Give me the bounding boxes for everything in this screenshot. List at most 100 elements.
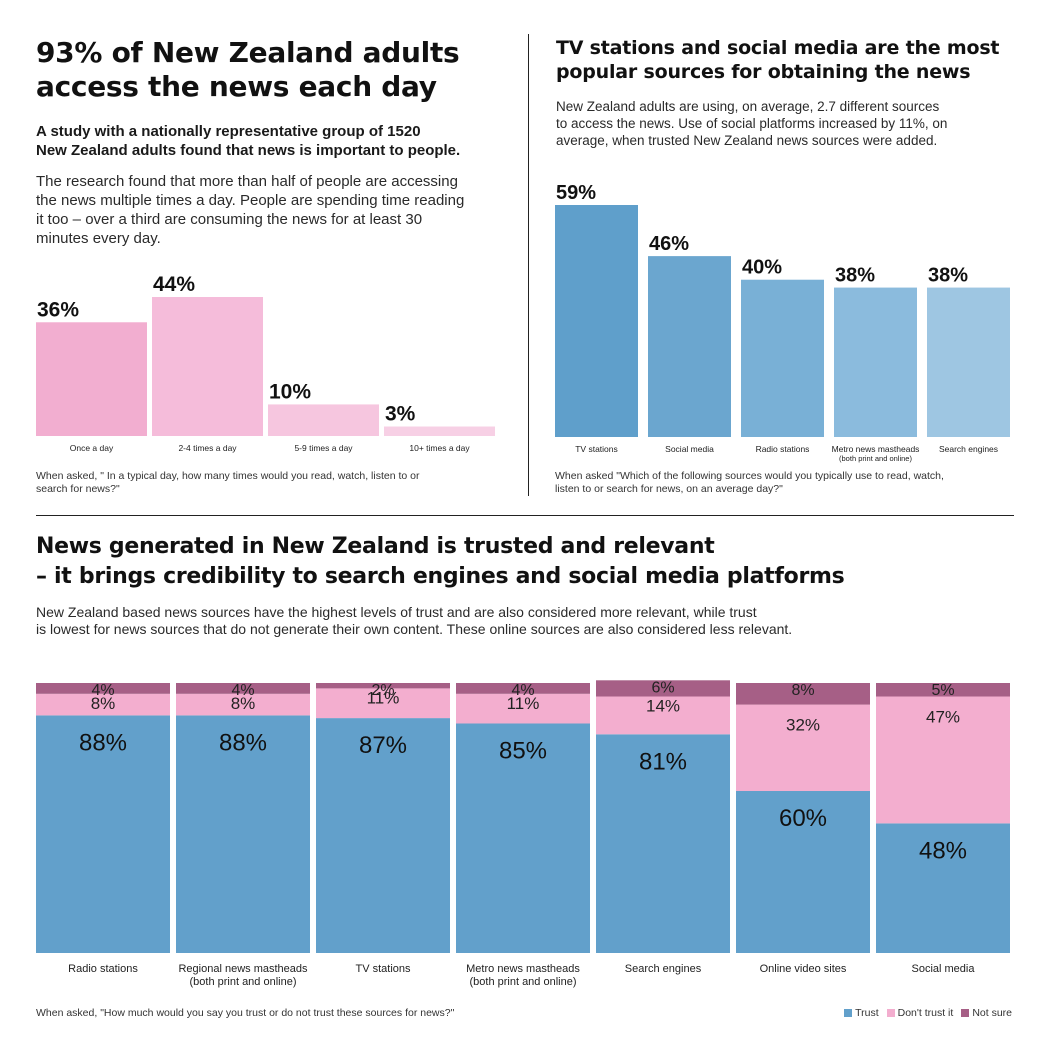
- trust-note: When asked, "How much would you say you …: [36, 1007, 455, 1019]
- sources-body-line2: to access the news. Use of social platfo…: [556, 116, 948, 131]
- sources-panel: TV stations and social media are the mos…: [556, 36, 1026, 149]
- segment-label: 4%: [231, 682, 254, 699]
- category-label: Metro news mastheads: [466, 963, 580, 975]
- segment-label: 88%: [79, 729, 127, 756]
- category-label: TV stations: [355, 963, 411, 975]
- data-label: 40%: [742, 257, 782, 279]
- legend-label-trust: Trust: [855, 1007, 879, 1019]
- stacked-bar-segment: [456, 723, 590, 953]
- stacked-bar-segment: [596, 680, 730, 697]
- sources-note-line1: When asked "Which of the following sourc…: [555, 470, 944, 482]
- legend-label-dont-trust: Don't trust it: [897, 1007, 954, 1019]
- frequency-body-line1: The research found that more than half o…: [36, 173, 458, 190]
- stacked-bar-segment: [876, 823, 1010, 953]
- trust-body-line2: is lowest for news sources that do not g…: [36, 621, 793, 637]
- data-label: 59%: [556, 182, 596, 204]
- stacked-bar-segment: [876, 683, 1010, 697]
- bar: [152, 297, 263, 436]
- category-label: Social media: [912, 963, 976, 975]
- data-label: 46%: [649, 233, 689, 255]
- sources-body: New Zealand adults are using, on average…: [556, 98, 1026, 149]
- segment-label: 87%: [359, 732, 407, 759]
- bar: [648, 256, 731, 437]
- stacked-bar-segment: [36, 715, 170, 953]
- stacked-bar-segment: [36, 683, 170, 694]
- stacked-bar-segment: [316, 683, 450, 689]
- frequency-body-line2: the news multiple times a day. People ar…: [36, 192, 465, 209]
- frequency-title-line2: access the news each day: [36, 70, 437, 103]
- segment-label: 8%: [91, 694, 116, 713]
- data-label: 36%: [37, 298, 79, 321]
- segment-label: 4%: [91, 682, 114, 699]
- stacked-bar-segment: [316, 718, 450, 953]
- segment-label: 4%: [511, 682, 534, 699]
- category-label: Radio stations: [756, 444, 810, 454]
- trust-title-line1: News generated in New Zealand is trusted…: [36, 534, 715, 559]
- frequency-lead-line2: New Zealand adults found that news is im…: [36, 142, 461, 159]
- sources-title-line2: popular sources for obtaining the news: [556, 61, 971, 83]
- data-label: 3%: [385, 403, 416, 426]
- category-label: Social media: [665, 444, 714, 454]
- bar: [384, 426, 495, 436]
- legend-item-dont-trust: Don't trust it: [886, 1007, 954, 1019]
- segment-label: 6%: [651, 679, 674, 696]
- bar: [268, 404, 379, 436]
- category-label: Regional news mastheads: [178, 963, 308, 975]
- frequency-title-line1: 93% of New Zealand adults: [36, 36, 460, 69]
- segment-label: 81%: [639, 748, 687, 775]
- stacked-bar-segment: [596, 734, 730, 953]
- legend-item-trust: Trust: [844, 1007, 879, 1019]
- frequency-body: The research found that more than half o…: [36, 172, 516, 248]
- segment-label: 8%: [791, 682, 814, 699]
- stacked-bar-segment: [736, 683, 870, 705]
- stacked-bar-segment: [456, 683, 590, 694]
- segment-label: 11%: [367, 688, 400, 707]
- data-label: 44%: [153, 273, 195, 296]
- legend-swatch-not-sure: [961, 1009, 970, 1017]
- frequency-note-line2: search for news?": [36, 483, 120, 495]
- bar: [741, 279, 824, 437]
- trust-title: News generated in New Zealand is trusted…: [36, 532, 1026, 592]
- frequency-lead: A study with a nationally representative…: [36, 122, 516, 160]
- sources-body-line1: New Zealand adults are using, on average…: [556, 99, 940, 114]
- category-label: Once a day: [70, 443, 114, 453]
- section-divider: [36, 515, 1014, 516]
- stacked-bar-segment: [596, 696, 730, 735]
- data-label: 38%: [928, 265, 968, 287]
- trust-panel: News generated in New Zealand is trusted…: [36, 532, 1026, 638]
- frequency-title: 93% of New Zealand adults access the new…: [36, 36, 516, 104]
- category-label: Radio stations: [68, 963, 138, 975]
- category-label: Metro news mastheads: [832, 444, 920, 454]
- segment-label: 60%: [779, 805, 827, 832]
- sources-title: TV stations and social media are the mos…: [556, 36, 1026, 84]
- category-label: 5-9 times a day: [294, 443, 353, 453]
- stacked-bar-segment: [736, 704, 870, 791]
- category-label: 10+ times a day: [409, 443, 470, 453]
- sources-title-line1: TV stations and social media are the mos…: [556, 37, 1000, 59]
- stacked-bar-segment: [176, 683, 310, 694]
- segment-label: 5%: [931, 682, 954, 699]
- sources-body-line3: average, when trusted New Zealand news s…: [556, 133, 938, 148]
- stacked-bar-segment: [316, 688, 450, 719]
- segment-label: 85%: [499, 738, 547, 765]
- legend-swatch-trust: [844, 1009, 853, 1017]
- category-label: Search engines: [939, 444, 998, 454]
- trust-legend: Trust Don't trust it Not sure: [844, 1007, 1012, 1019]
- segment-label: 48%: [919, 837, 967, 864]
- stacked-bar-segment: [36, 693, 170, 716]
- sources-note-line2: listen to or search for news, on an aver…: [555, 483, 783, 495]
- segment-label: 11%: [507, 694, 540, 713]
- segment-label: 32%: [786, 716, 820, 735]
- segment-label: 2%: [371, 682, 394, 699]
- trust-body: New Zealand based news sources have the …: [36, 604, 1026, 638]
- sources-bar-chart: 59% TV stations 46% Social media 40% Radio st…: [555, 182, 1010, 463]
- segment-label: 47%: [926, 708, 960, 727]
- sources-note: When asked "Which of the following sourc…: [555, 470, 1015, 496]
- category-label: Online video sites: [760, 963, 847, 975]
- legend-swatch-dont-trust: [886, 1009, 895, 1017]
- bar: [555, 205, 638, 437]
- trust-body-line1: New Zealand based news sources have the …: [36, 604, 757, 620]
- category-label: (both print and online): [839, 454, 912, 463]
- category-label: TV stations: [575, 444, 618, 454]
- bar: [927, 287, 1010, 437]
